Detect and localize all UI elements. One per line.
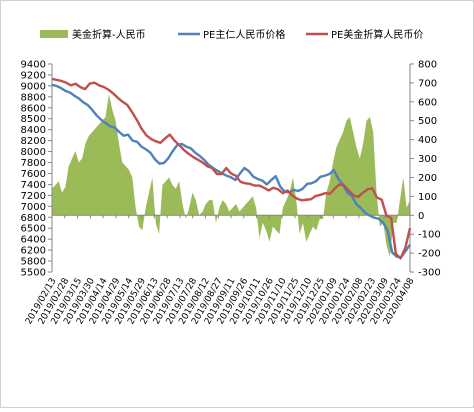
left-tick-label: 9400 [21, 60, 46, 71]
line-series-pe-usd-converted [51, 77, 412, 260]
right-tick-label: 300 [418, 154, 437, 165]
legend-label: PE主仁人民币价格 [203, 28, 285, 41]
lines-layer [51, 77, 412, 260]
left-tick-label: 6800 [21, 213, 46, 224]
left-tick-label: 6500 [21, 224, 46, 235]
right-tick-label: -200 [418, 249, 441, 260]
left-tick-label: 5500 [21, 268, 46, 279]
left-tick-label: 9200 [21, 70, 46, 81]
left-tick-label: 7600 [21, 169, 46, 180]
right-tick-label: 0 [418, 211, 424, 222]
left-tick-label: 8000 [21, 147, 46, 158]
right-tick-label: -300 [418, 268, 441, 279]
left-axis-ticks: 5500580062006400650068007000720074007600… [21, 60, 52, 279]
left-tick-label: 9000 [21, 81, 46, 92]
right-tick-label: -100 [418, 230, 441, 241]
left-tick-label: 5800 [21, 257, 46, 268]
legend-swatch-area [40, 30, 68, 38]
left-tick-label: 7400 [21, 180, 46, 191]
right-axis-ticks: -300 -200 -100 0 100 200 300 400 500 600 700 800 [410, 60, 441, 279]
left-tick-label: 8600 [21, 103, 46, 114]
left-tick-label: 7800 [21, 158, 46, 169]
right-tick-label: 500 [418, 116, 437, 127]
left-tick-label: 8800 [21, 92, 46, 103]
left-tick-label: 6400 [21, 235, 46, 246]
right-tick-label: 800 [418, 60, 437, 71]
right-tick-label: 100 [418, 192, 437, 203]
legend-label: 美金折算-人民币 [72, 28, 146, 41]
legend: 美金折算-人民币 PE主仁人民币价格 PE美金折算人民币价 [40, 28, 423, 41]
legend-label: PE美金折算人民币价 [331, 28, 423, 41]
left-tick-label: 6200 [21, 246, 46, 257]
right-tick-label: 700 [418, 78, 437, 89]
left-tick-label: 8500 [21, 114, 46, 125]
left-tick-label: 8200 [21, 136, 46, 147]
line-series-pe-domestic [51, 83, 411, 259]
left-tick-label: 8400 [21, 125, 46, 136]
left-tick-label: 7200 [21, 191, 46, 202]
right-tick-label: 600 [418, 97, 437, 108]
left-tick-label: 7000 [21, 202, 46, 213]
x-axis-ticks: 2019/02/132019/02/282019/03/152019/03/30… [24, 215, 417, 326]
right-tick-label: 400 [418, 135, 437, 146]
right-tick-label: 200 [418, 173, 437, 184]
